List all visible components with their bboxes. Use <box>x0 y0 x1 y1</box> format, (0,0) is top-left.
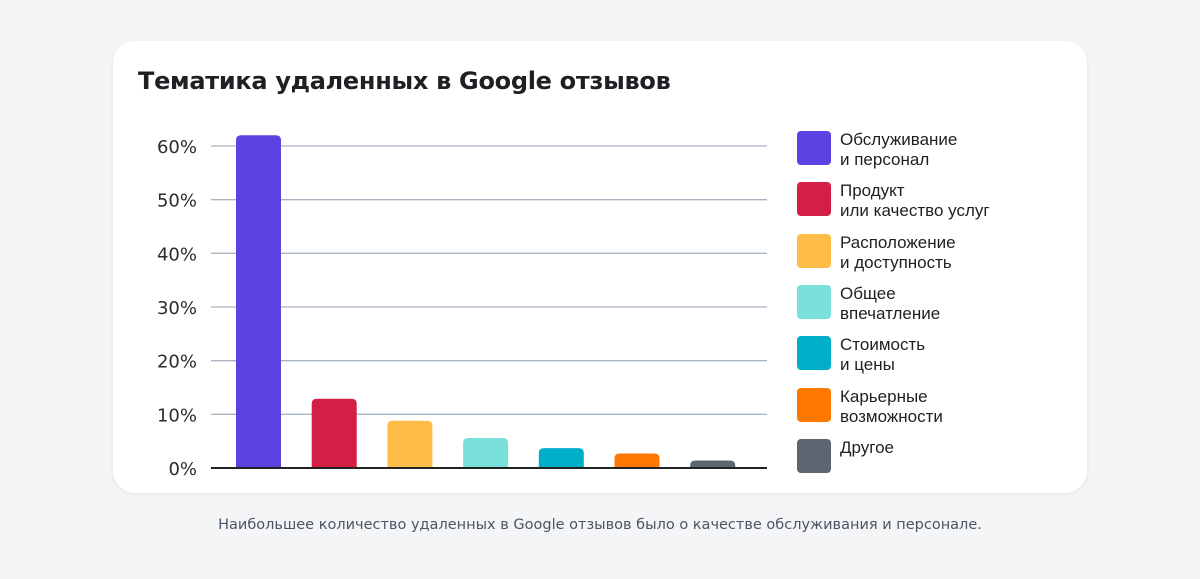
legend-item: Продукт или качество услуг <box>797 181 1077 221</box>
legend-swatch <box>797 131 831 165</box>
legend-item: Карьерные возможности <box>797 386 1077 427</box>
chart-caption: Наибольшее количество удаленных в Google… <box>218 517 982 533</box>
y-tick-label: 10% <box>157 405 197 426</box>
legend-item: Общее впечатление <box>797 283 1077 324</box>
y-tick-label: 20% <box>157 352 197 373</box>
legend-label: Расположение и доступность <box>840 232 956 272</box>
chart-card: Тематика удаленных в Google отзывов 0% 10… <box>113 41 1087 493</box>
bar-1 <box>236 135 281 468</box>
bar-chart: 0% 10% 20% 30% 40% 50% 60% <box>157 135 767 480</box>
legend-swatch <box>797 182 831 217</box>
bar-7 <box>690 460 736 468</box>
bar-5 <box>538 448 584 468</box>
legend-item: Стоимость и цены <box>797 335 1077 375</box>
legend-label: Обслуживание и персонал <box>840 130 958 169</box>
legend-swatch <box>797 284 831 319</box>
bar-4 <box>463 437 509 468</box>
legend-label: Общее впечатление <box>840 283 941 323</box>
legend-swatch <box>797 438 831 473</box>
y-tick-label: 0% <box>168 459 197 480</box>
bar-2 <box>311 398 357 468</box>
y-tick-label: 50% <box>157 191 197 212</box>
legend-item: Расположение и доступность <box>797 232 1077 273</box>
legend-swatch <box>797 233 831 268</box>
legend-label: Стоимость и цены <box>840 335 926 375</box>
y-tick-label: 30% <box>157 298 197 319</box>
bar-6 <box>614 453 660 468</box>
legend-label: Карьерные возможности <box>840 386 943 426</box>
legend-swatch <box>797 387 831 422</box>
bar-3 <box>387 420 433 468</box>
legend-label: Продукт или качество услуг <box>840 181 990 221</box>
legend-label: Другое <box>840 437 895 457</box>
chart-legend: Обслуживание и персонал Продукт или качес… <box>797 130 1077 491</box>
legend-item: Обслуживание и персонал <box>797 130 1077 170</box>
chart-title: Тематика удаленных в Google отзывов <box>138 67 671 95</box>
y-tick-label: 60% <box>157 137 197 158</box>
y-tick-label: 40% <box>157 244 197 265</box>
legend-item: Другое <box>797 437 1077 473</box>
legend-swatch <box>797 336 831 371</box>
